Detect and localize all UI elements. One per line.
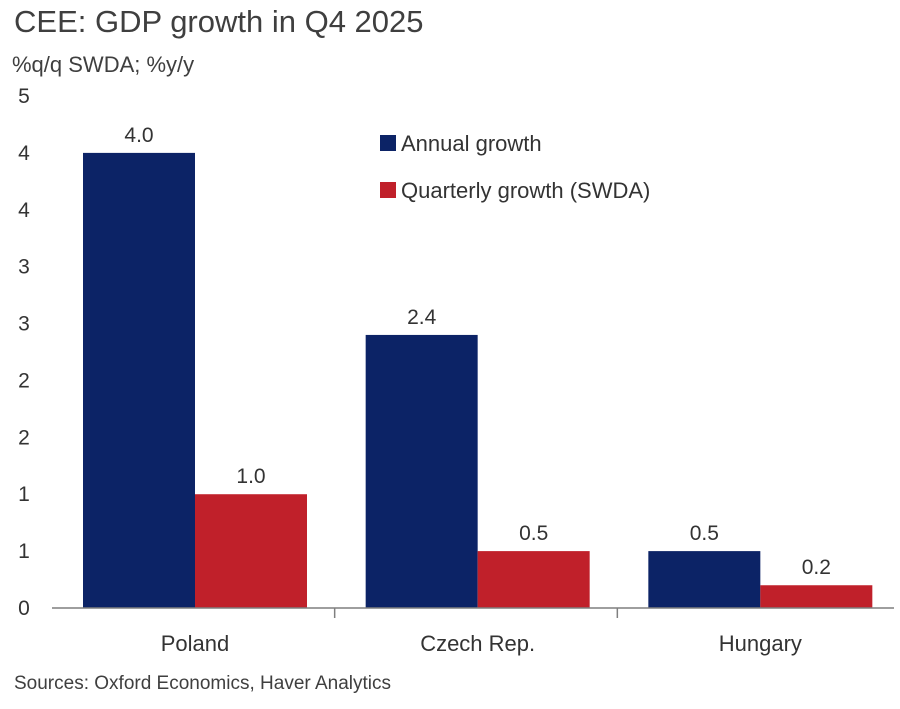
y-tick-label: 1 bbox=[18, 540, 30, 563]
chart-title: CEE: GDP growth in Q4 2025 bbox=[14, 4, 424, 39]
bar-quarterly bbox=[760, 585, 873, 608]
y-tick-label: 3 bbox=[18, 313, 30, 336]
y-tick-label: 3 bbox=[18, 256, 30, 279]
bar-annual bbox=[648, 551, 761, 608]
data-label: 0.2 bbox=[802, 556, 831, 579]
y-tick-label: 4 bbox=[18, 142, 30, 165]
x-tick-label: Czech Rep. bbox=[420, 631, 535, 656]
legend-label: Annual growth bbox=[401, 131, 542, 156]
y-tick-label: 0 bbox=[18, 597, 30, 620]
y-tick-label: 5 bbox=[18, 85, 30, 108]
data-label: 0.5 bbox=[690, 522, 719, 545]
bar-quarterly bbox=[195, 494, 307, 608]
bar-annual bbox=[365, 334, 478, 608]
x-tick-label: Poland bbox=[161, 631, 230, 656]
x-tick-label: Hungary bbox=[719, 631, 802, 656]
y-tick-label: 1 bbox=[18, 483, 30, 506]
y-tick-label: 2 bbox=[18, 369, 30, 392]
legend-label: Quarterly growth (SWDA) bbox=[401, 178, 650, 203]
y-tick-label: 4 bbox=[18, 199, 30, 222]
bar-annual bbox=[83, 152, 195, 608]
source-note: Sources: Oxford Economics, Haver Analyti… bbox=[14, 673, 391, 694]
legend: Annual growth Quarterly growth (SWDA) bbox=[380, 131, 650, 203]
data-label: 1.0 bbox=[236, 465, 265, 488]
chart-subtitle: %q/q SWDA; %y/y bbox=[12, 52, 195, 77]
data-label: 4.0 bbox=[124, 124, 153, 147]
data-label: 2.4 bbox=[407, 306, 437, 329]
legend-swatch-annual bbox=[380, 135, 396, 151]
data-label: 0.5 bbox=[519, 522, 548, 545]
y-axis: 0 1 1 2 2 3 3 4 4 5 bbox=[18, 85, 30, 620]
legend-swatch-quarterly bbox=[380, 182, 396, 198]
y-tick-label: 2 bbox=[18, 426, 30, 449]
x-axis: Poland Czech Rep. Hungary bbox=[52, 607, 894, 656]
bar-quarterly bbox=[477, 551, 590, 608]
bars: 4.0 2.4 0.5 1.0 0.5 0.2 bbox=[83, 124, 873, 608]
